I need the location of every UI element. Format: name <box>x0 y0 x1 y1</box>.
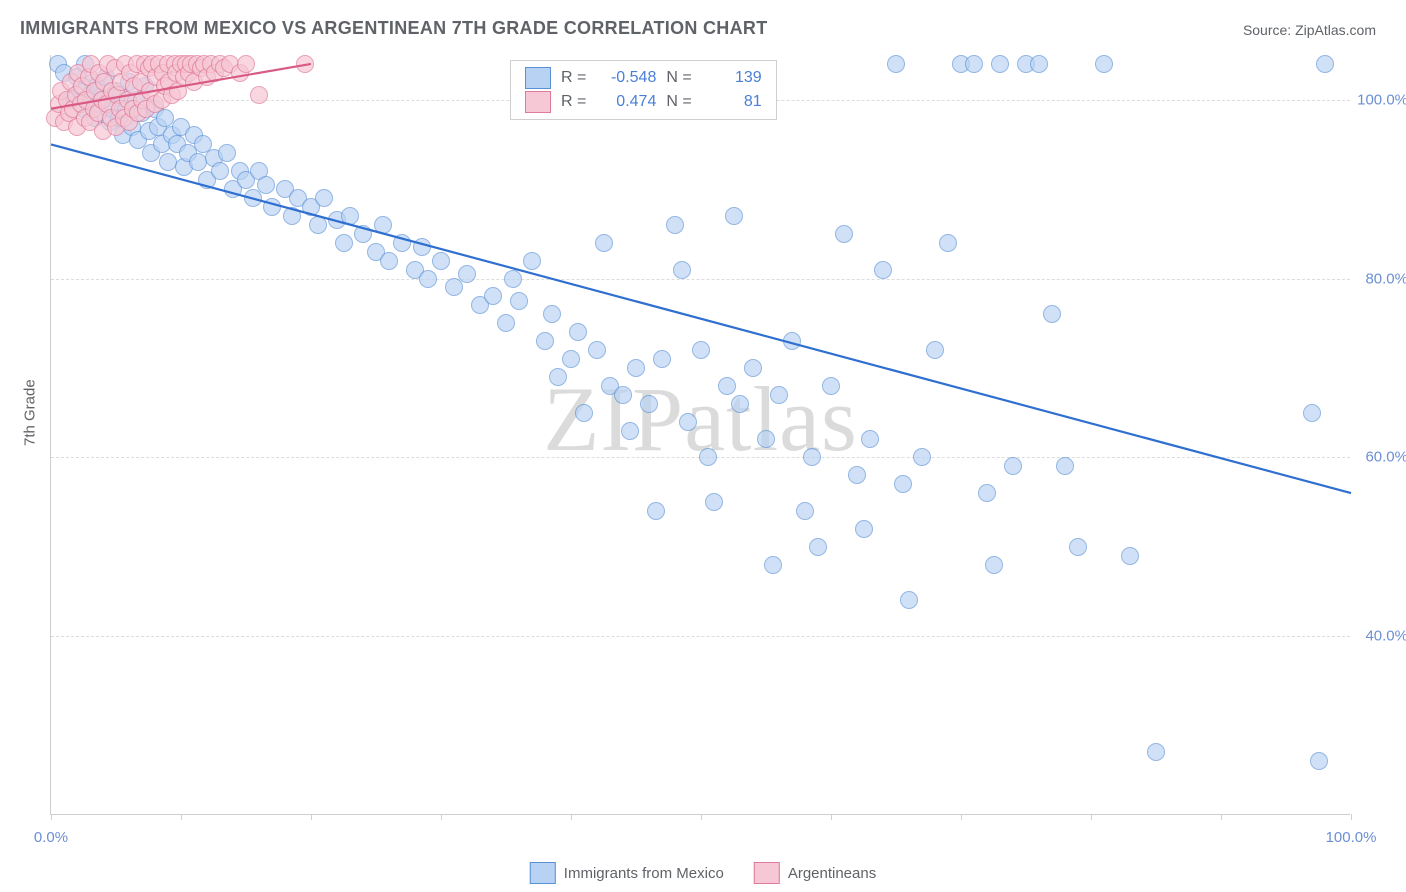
legend-n-label: N = <box>666 93 691 111</box>
x-tick <box>1091 814 1092 820</box>
legend-stats-row-mexico: R = -0.548 N = 139 <box>525 67 762 89</box>
x-tick <box>701 814 702 820</box>
trend-line <box>51 64 311 109</box>
legend-stats-row-argentina: R = 0.474 N = 81 <box>525 91 762 113</box>
x-tick <box>1221 814 1222 820</box>
legend-r-value-mexico: -0.548 <box>596 69 656 87</box>
x-tick <box>1351 814 1352 820</box>
legend-bottom-item: Argentineans <box>754 862 876 884</box>
plot-area: ZIPatlas 40.0%60.0%80.0%100.0%0.0%100.0% <box>50 55 1350 815</box>
y-axis-label: 7th Grade <box>22 379 39 446</box>
source-attribution: Source: ZipAtlas.com <box>1243 22 1376 38</box>
y-tick-label: 40.0% <box>1365 628 1406 645</box>
legend-label: Argentineans <box>788 865 876 882</box>
x-tick <box>311 814 312 820</box>
x-tick <box>961 814 962 820</box>
x-tick <box>571 814 572 820</box>
y-tick-label: 60.0% <box>1365 449 1406 466</box>
legend-r-label: R = <box>561 69 586 87</box>
x-tick <box>181 814 182 820</box>
legend-bottom-item: Immigrants from Mexico <box>530 862 724 884</box>
y-tick-label: 80.0% <box>1365 270 1406 287</box>
legend-swatch <box>754 862 780 884</box>
legend-swatch-argentina <box>525 91 551 113</box>
trend-lines-layer <box>51 55 1350 814</box>
legend-n-value-mexico: 139 <box>702 69 762 87</box>
legend-label: Immigrants from Mexico <box>564 865 724 882</box>
legend-swatch-mexico <box>525 67 551 89</box>
legend-r-value-argentina: 0.474 <box>596 93 656 111</box>
y-tick-label: 100.0% <box>1357 91 1406 108</box>
x-tick <box>831 814 832 820</box>
x-tick <box>441 814 442 820</box>
chart-title: IMMIGRANTS FROM MEXICO VS ARGENTINEAN 7T… <box>20 18 768 39</box>
x-tick-label: 100.0% <box>1326 829 1377 846</box>
legend-r-label: R = <box>561 93 586 111</box>
source-value: ZipAtlas.com <box>1295 22 1376 38</box>
legend-n-value-argentina: 81 <box>702 93 762 111</box>
legend-stats-box: R = -0.548 N = 139 R = 0.474 N = 81 <box>510 60 777 120</box>
legend-swatch <box>530 862 556 884</box>
x-tick-label: 0.0% <box>34 829 68 846</box>
legend-bottom: Immigrants from Mexico Argentineans <box>530 862 876 884</box>
x-tick <box>51 814 52 820</box>
legend-n-label: N = <box>666 69 691 87</box>
trend-line <box>51 144 1351 493</box>
source-label: Source: <box>1243 22 1291 38</box>
